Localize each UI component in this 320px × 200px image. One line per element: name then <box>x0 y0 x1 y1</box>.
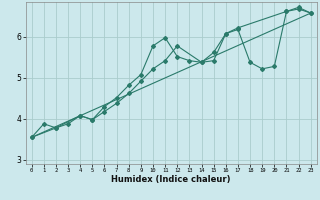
X-axis label: Humidex (Indice chaleur): Humidex (Indice chaleur) <box>111 175 231 184</box>
